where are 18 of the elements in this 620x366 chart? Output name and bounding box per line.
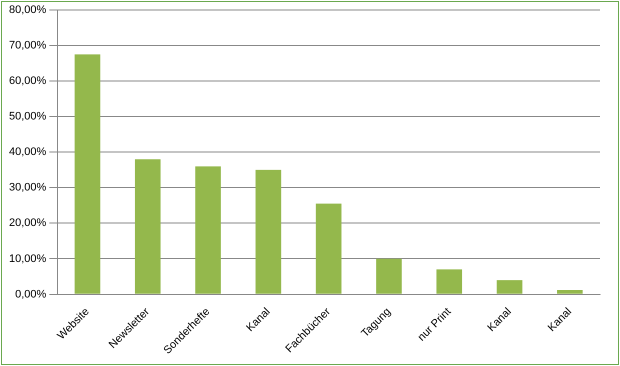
y-tick-label: 70,00%	[8, 40, 47, 52]
y-tick-label: 20,00%	[8, 217, 47, 230]
y-tick-label: 10,00%	[8, 252, 47, 265]
y-tick-label: 40,00%	[8, 146, 47, 158]
bar	[376, 258, 402, 294]
y-tick-label: 80,00%	[8, 4, 47, 16]
bar	[256, 170, 282, 294]
y-tick-label: 60,00%	[8, 75, 47, 88]
y-tick-label: 0,00%	[15, 288, 47, 300]
y-tick-label: 30,00%	[8, 182, 47, 194]
y-tick-label: 50,00%	[8, 110, 47, 123]
bar	[195, 166, 221, 294]
bar	[496, 280, 522, 294]
bar	[74, 54, 100, 294]
bar	[134, 159, 161, 294]
bar	[557, 290, 583, 294]
bar	[316, 204, 342, 294]
bar	[436, 269, 462, 294]
